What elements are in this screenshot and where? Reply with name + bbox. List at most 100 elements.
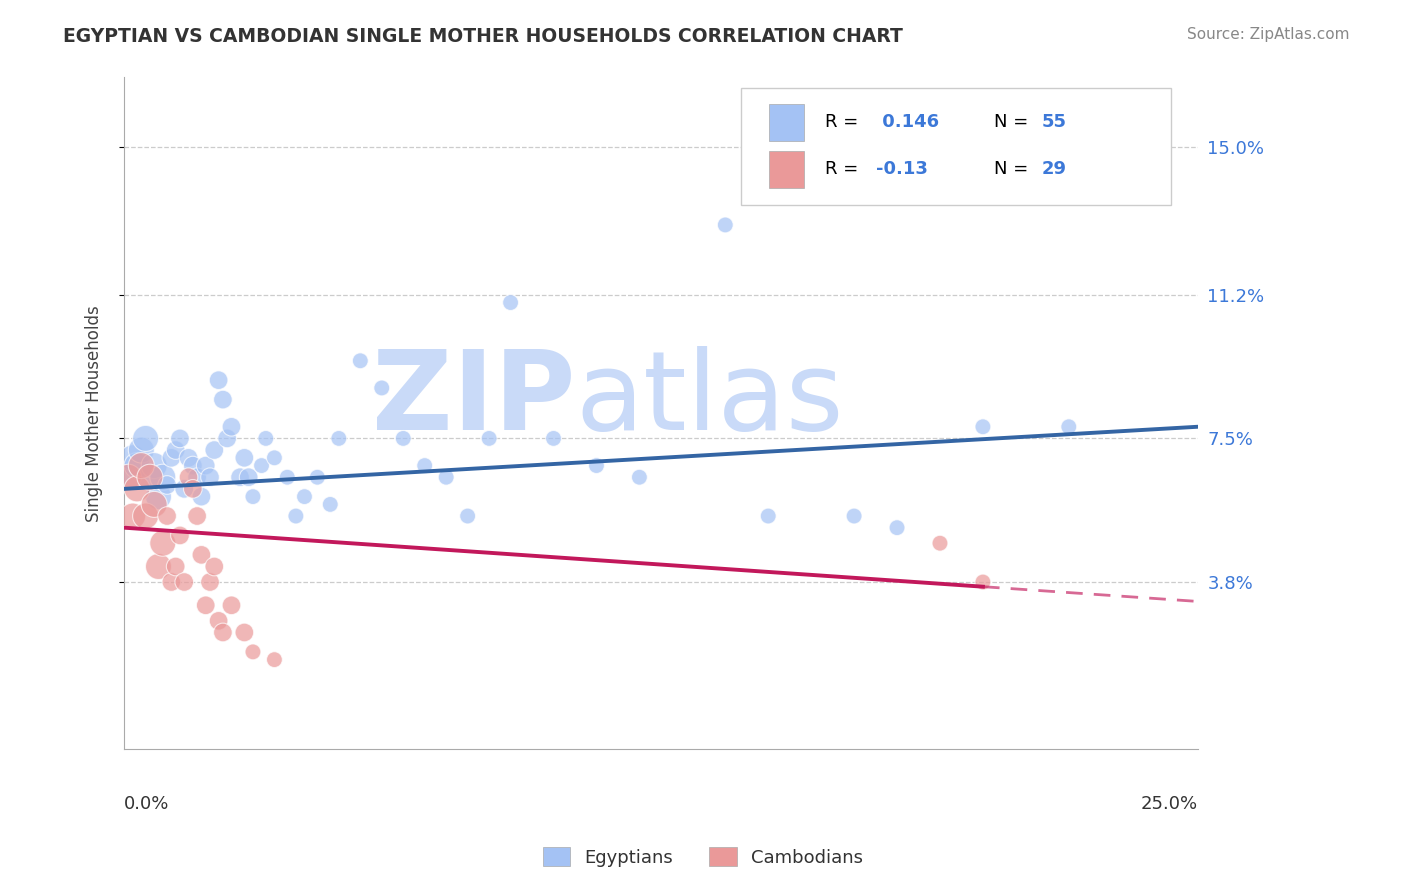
- Point: [202, 443, 225, 458]
- Point: [217, 431, 239, 445]
- Point: [543, 431, 565, 445]
- Point: [221, 419, 243, 434]
- Point: [756, 509, 779, 524]
- Point: [181, 458, 204, 473]
- Y-axis label: Single Mother Households: Single Mother Households: [86, 305, 103, 522]
- Point: [263, 450, 285, 465]
- Point: [242, 645, 264, 659]
- Legend: Egyptians, Cambodians: Egyptians, Cambodians: [536, 840, 870, 874]
- Point: [152, 470, 174, 484]
- Point: [233, 625, 256, 640]
- Point: [131, 443, 153, 458]
- Point: [294, 490, 316, 504]
- Point: [139, 470, 162, 484]
- Point: [148, 490, 170, 504]
- Point: [628, 470, 651, 484]
- Point: [1057, 419, 1080, 434]
- Point: [148, 559, 170, 574]
- Point: [207, 373, 229, 387]
- Point: [263, 653, 285, 667]
- Point: [186, 509, 208, 524]
- Text: ZIP: ZIP: [371, 346, 575, 453]
- Point: [478, 431, 501, 445]
- FancyBboxPatch shape: [769, 103, 804, 141]
- Point: [125, 482, 148, 496]
- Text: R =: R =: [825, 161, 865, 178]
- Point: [121, 450, 143, 465]
- Text: 0.0%: 0.0%: [124, 796, 170, 814]
- Point: [221, 599, 243, 613]
- Point: [250, 458, 273, 473]
- Point: [181, 482, 204, 496]
- Point: [139, 470, 162, 484]
- Point: [972, 574, 994, 589]
- Point: [135, 431, 157, 445]
- Point: [156, 509, 179, 524]
- Point: [173, 574, 195, 589]
- Point: [190, 490, 212, 504]
- Point: [177, 470, 200, 484]
- Point: [165, 559, 187, 574]
- Point: [284, 509, 307, 524]
- Point: [714, 218, 737, 232]
- Point: [202, 559, 225, 574]
- Point: [135, 509, 157, 524]
- Point: [307, 470, 329, 484]
- Point: [392, 431, 415, 445]
- Point: [254, 431, 277, 445]
- Point: [194, 458, 217, 473]
- Text: N =: N =: [994, 113, 1033, 131]
- Point: [349, 353, 371, 368]
- Point: [177, 450, 200, 465]
- Text: EGYPTIAN VS CAMBODIAN SINGLE MOTHER HOUSEHOLDS CORRELATION CHART: EGYPTIAN VS CAMBODIAN SINGLE MOTHER HOUS…: [63, 27, 903, 45]
- Point: [190, 548, 212, 562]
- Text: Source: ZipAtlas.com: Source: ZipAtlas.com: [1187, 27, 1350, 42]
- Point: [585, 458, 607, 473]
- Text: 29: 29: [1042, 161, 1067, 178]
- Point: [169, 431, 191, 445]
- Point: [229, 470, 252, 484]
- Point: [194, 599, 217, 613]
- Point: [212, 392, 235, 407]
- Point: [242, 490, 264, 504]
- Point: [276, 470, 298, 484]
- Point: [160, 450, 183, 465]
- Point: [434, 470, 457, 484]
- Point: [131, 458, 153, 473]
- Point: [233, 450, 256, 465]
- Point: [198, 574, 221, 589]
- Point: [169, 528, 191, 542]
- Point: [972, 419, 994, 434]
- Point: [186, 470, 208, 484]
- Text: 25.0%: 25.0%: [1140, 796, 1198, 814]
- Point: [198, 470, 221, 484]
- Point: [319, 497, 342, 511]
- Point: [238, 470, 260, 484]
- Point: [160, 574, 183, 589]
- Point: [165, 443, 187, 458]
- Point: [212, 625, 235, 640]
- Point: [457, 509, 479, 524]
- Point: [173, 482, 195, 496]
- FancyBboxPatch shape: [769, 151, 804, 188]
- Point: [413, 458, 436, 473]
- Point: [143, 497, 166, 511]
- FancyBboxPatch shape: [741, 87, 1171, 205]
- Text: N =: N =: [994, 161, 1033, 178]
- Text: 0.146: 0.146: [876, 113, 939, 131]
- Point: [929, 536, 952, 550]
- Point: [371, 381, 394, 395]
- Point: [499, 295, 522, 310]
- Text: R =: R =: [825, 113, 865, 131]
- Point: [143, 458, 166, 473]
- Point: [121, 509, 143, 524]
- Point: [328, 431, 350, 445]
- Point: [207, 614, 229, 628]
- Point: [117, 470, 139, 484]
- Point: [842, 509, 865, 524]
- Point: [156, 478, 179, 492]
- Point: [125, 458, 148, 473]
- Text: -0.13: -0.13: [876, 161, 928, 178]
- Point: [886, 521, 908, 535]
- Text: 55: 55: [1042, 113, 1067, 131]
